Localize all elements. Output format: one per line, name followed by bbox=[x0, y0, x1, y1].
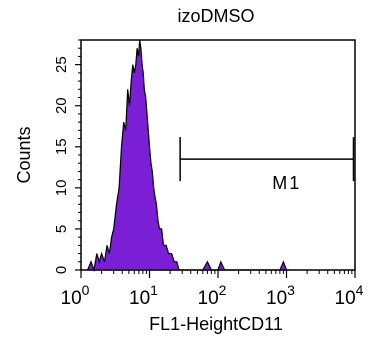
histogram-area-layer bbox=[86, 39, 290, 273]
x-tick-label: 101 bbox=[129, 282, 158, 309]
y-tick-label: 0 bbox=[53, 266, 70, 274]
chart-title: izoDMSO bbox=[177, 6, 254, 26]
y-tick-label: 25 bbox=[53, 56, 70, 73]
x-axis-ticks: 100 101 102 103 104 bbox=[61, 270, 364, 309]
x-tick-label: 100 bbox=[61, 282, 90, 309]
marker-label: M1 bbox=[272, 173, 301, 193]
y-tick-label: 20 bbox=[53, 97, 70, 114]
histogram-area bbox=[86, 39, 290, 273]
y-axis-ticks: 0 5 10 15 20 25 bbox=[53, 39, 81, 274]
x-tick-label: 103 bbox=[266, 282, 295, 309]
y-tick-label: 5 bbox=[53, 225, 70, 233]
marker-m1: M1 bbox=[179, 137, 355, 193]
y-axis-label: Counts bbox=[14, 126, 34, 183]
x-tick-label: 104 bbox=[335, 282, 364, 309]
y-tick-label: 15 bbox=[53, 138, 70, 155]
x-axis-label: FL1-HeightCD11 bbox=[149, 314, 283, 334]
y-tick-label: 10 bbox=[53, 180, 70, 197]
x-tick-label: 102 bbox=[198, 282, 227, 309]
